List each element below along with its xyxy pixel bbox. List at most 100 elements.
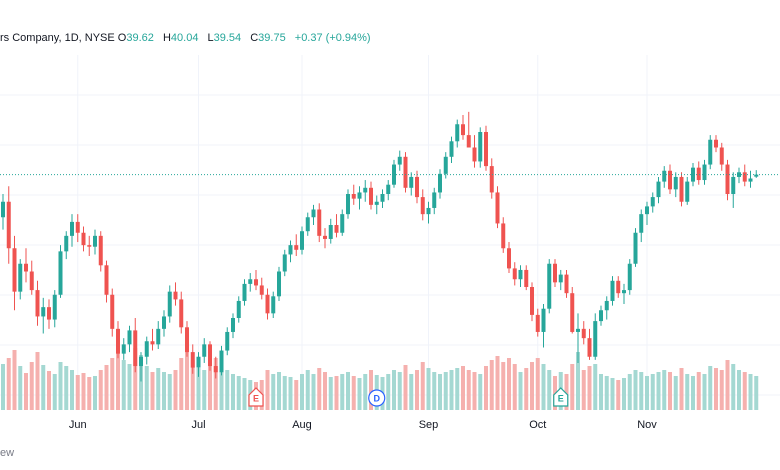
- volume-bar: [495, 356, 500, 410]
- candle-body: [495, 192, 500, 224]
- volume-bar: [397, 372, 402, 410]
- volume-bar: [265, 370, 270, 410]
- candle-body: [507, 248, 511, 269]
- volume-bar: [627, 374, 632, 410]
- candle-body: [518, 269, 523, 280]
- candle-body: [558, 274, 563, 283]
- volume-bar: [12, 350, 17, 410]
- candle-body: [87, 245, 92, 247]
- candle-body: [461, 124, 465, 136]
- volume-bar: [742, 372, 747, 410]
- volume-bar: [570, 364, 575, 410]
- candle-body: [127, 330, 132, 345]
- candle-body: [334, 225, 339, 233]
- symbol-name: rs Company, 1D, NYSE: [0, 32, 115, 44]
- volume-bar: [317, 368, 322, 410]
- candle-body: [472, 147, 477, 162]
- candle-body: [196, 356, 201, 368]
- earnings-marker[interactable]: [553, 387, 569, 407]
- candle-body: [535, 314, 540, 332]
- volume-bar: [650, 374, 655, 410]
- volume-bar: [432, 372, 437, 410]
- volume-bar: [173, 370, 178, 410]
- candle-body: [466, 135, 471, 148]
- volume-bar: [535, 358, 540, 410]
- candle-body: [75, 221, 80, 233]
- volume-bar: [231, 374, 235, 410]
- volume-bar: [524, 368, 529, 410]
- volume-bar: [438, 374, 442, 410]
- volume-bar: [104, 365, 109, 410]
- event-marker-letter: D: [374, 394, 381, 404]
- open-value: 39.62: [126, 32, 154, 44]
- volume-bar: [219, 366, 224, 410]
- candle-body: [668, 170, 672, 190]
- candle-body: [420, 197, 425, 215]
- candle-body: [300, 231, 304, 250]
- event-marker-letter: E: [558, 394, 564, 404]
- volume-bar: [489, 360, 494, 410]
- volume-bar: [443, 372, 448, 410]
- candle-body: [455, 124, 460, 142]
- candle-body: [409, 176, 414, 188]
- candle-body: [242, 283, 247, 301]
- candle-body: [58, 251, 63, 295]
- volume-bar: [311, 374, 316, 410]
- candle-body: [656, 181, 661, 198]
- volume-bar: [581, 370, 586, 410]
- volume-bar: [133, 348, 138, 410]
- dividend-marker[interactable]: [368, 389, 386, 407]
- candle-body: [81, 232, 86, 246]
- low-value: 39.54: [213, 32, 242, 44]
- candle-body: [110, 294, 115, 329]
- candle-body: [6, 201, 11, 249]
- volume-bar: [696, 372, 701, 410]
- volume-bar: [455, 368, 460, 410]
- volume-bar: [225, 370, 230, 410]
- candle-body: [432, 192, 437, 208]
- volume-bar: [70, 370, 74, 410]
- candle-body: [121, 344, 126, 354]
- volume-bar: [190, 360, 195, 410]
- candle-body: [271, 296, 276, 314]
- candle-body: [702, 164, 707, 181]
- candle-body: [622, 290, 626, 294]
- earnings-marker[interactable]: [248, 387, 264, 407]
- volume-bar: [81, 373, 86, 410]
- candle-body: [179, 299, 184, 328]
- candle-body: [708, 139, 713, 165]
- candle-body: [714, 139, 718, 148]
- volume-bar: [530, 362, 534, 410]
- candle-body: [351, 194, 356, 199]
- candle-body: [530, 287, 534, 315]
- candle-body: [593, 321, 598, 357]
- candle-body: [52, 294, 57, 320]
- low-label: L: [207, 32, 214, 44]
- candle-body: [484, 132, 488, 167]
- volume-bar: [213, 358, 218, 410]
- candle-body: [369, 187, 373, 205]
- candle-body: [604, 300, 609, 311]
- volume-bar: [93, 376, 97, 410]
- candle-body: [403, 156, 408, 188]
- volume-bar: [484, 366, 488, 410]
- volume-bar: [622, 378, 626, 410]
- candle-body: [116, 328, 120, 354]
- volume-bar: [466, 370, 471, 410]
- candle-body: [213, 366, 218, 373]
- candle-body: [754, 174, 759, 177]
- volume-bar: [392, 370, 396, 410]
- footer-text: ew: [0, 447, 15, 459]
- candle-body: [35, 290, 40, 317]
- candle-body: [501, 223, 506, 249]
- candle-body: [311, 209, 316, 218]
- volume-bar: [127, 364, 132, 410]
- volume-bar: [403, 365, 408, 410]
- volume-bar: [196, 368, 201, 410]
- volume-bar: [369, 370, 373, 410]
- candle-body: [627, 263, 632, 291]
- candle-body: [610, 280, 615, 301]
- volume-bar: [6, 358, 11, 410]
